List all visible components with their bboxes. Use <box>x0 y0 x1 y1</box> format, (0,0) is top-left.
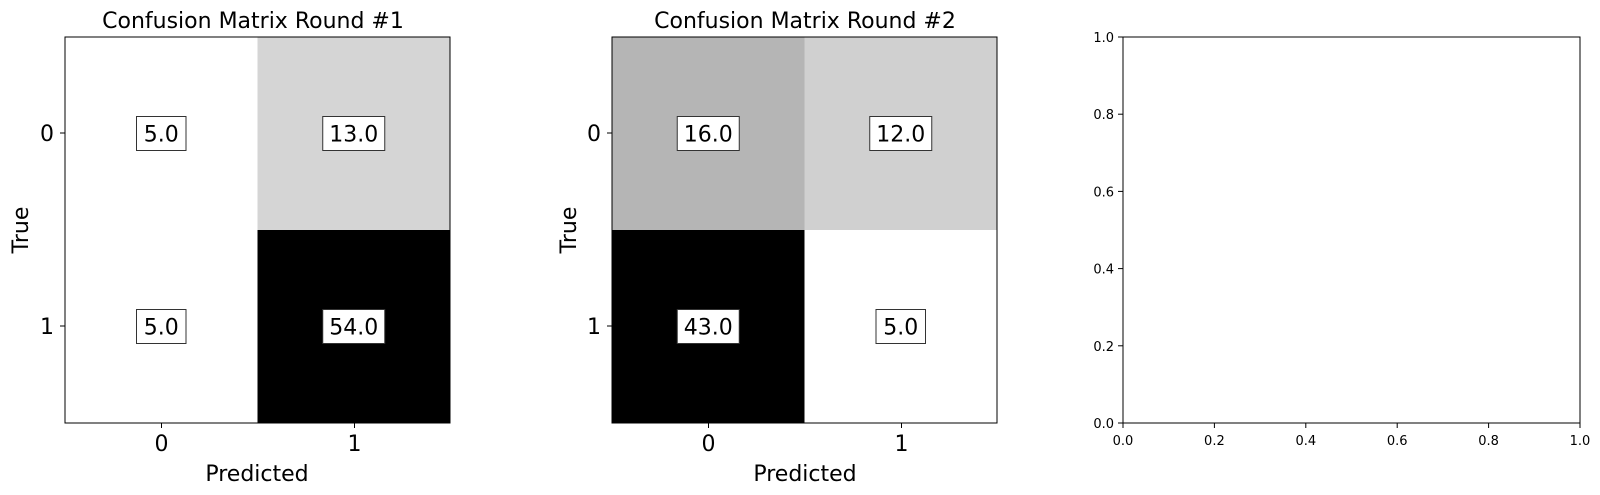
y-tick-label-2-0: 0 <box>587 122 601 147</box>
x-tick-label-1-1: 1 <box>348 432 362 457</box>
y-tick-label-3-1: 0.2 <box>1093 340 1114 355</box>
heatmap-cells-2: 16.0 12.0 43.0 5.0 <box>612 37 997 423</box>
y-tick-label-1-0: 0 <box>40 122 54 147</box>
axis-ticks-3: 0.0 0.2 0.4 0.6 0.8 1.0 0.0 0.2 0.4 0.6 0.8 1.0 <box>1093 31 1590 449</box>
y-tick-label-1-1: 1 <box>40 315 54 340</box>
cell-value-box-1-0-0 <box>136 116 187 151</box>
y-tick-label-3-4: 0.8 <box>1093 108 1114 123</box>
x-axis-label-1: Predicted <box>205 462 308 487</box>
y-tick-label-3-5: 1.0 <box>1093 31 1114 46</box>
cell-value-2-0-0: 16.0 <box>684 123 733 148</box>
confusion-matrix-round-2: Confusion Matrix Round #2 16.0 12.0 43.0 5.… <box>557 9 998 487</box>
cell-value-box-1-1-1 <box>322 309 386 344</box>
y-axis-label-2: True <box>557 207 582 255</box>
empty-axes-panel: 0.0 0.2 0.4 0.6 0.8 1.0 0.0 0.2 0.4 0.6 0.8 1.0 <box>1093 31 1590 449</box>
cell-value-1-1-0: 5.0 <box>144 316 179 341</box>
chart-title-2: Confusion Matrix Round #2 <box>654 9 956 34</box>
cell-value-2-1-1: 5.0 <box>883 316 918 341</box>
plot-frame-2 <box>611 36 998 424</box>
cell-value-1-0-1: 13.0 <box>329 123 378 148</box>
cell-value-1-1-1: 54.0 <box>329 316 378 341</box>
x-tick-label-3-5: 1.0 <box>1570 434 1591 449</box>
cell-value-2-0-1: 12.0 <box>876 123 925 148</box>
plot-frame-3 <box>1122 36 1581 424</box>
x-tick-label-2-1: 1 <box>895 432 909 457</box>
cell-value-box-2-0-1 <box>869 116 933 151</box>
x-axis-label-2: Predicted <box>753 462 856 487</box>
y-tick-label-3-0: 0.0 <box>1093 417 1114 432</box>
y-tick-label-2-1: 1 <box>587 315 601 340</box>
cell-value-box-2-1-0 <box>676 309 740 344</box>
x-tick-label-3-0: 0.0 <box>1113 434 1134 449</box>
x-tick-label-2-0: 0 <box>702 432 716 457</box>
x-tick-label-3-4: 0.8 <box>1478 434 1499 449</box>
y-tick-label-3-2: 0.4 <box>1093 263 1114 278</box>
heatmap-cells-1: 5.0 13.0 5.0 54.0 <box>65 37 450 423</box>
x-tick-label-3-3: 0.6 <box>1387 434 1408 449</box>
cell-value-box-1-0-1 <box>322 116 386 151</box>
x-tick-label-1-0: 0 <box>155 432 169 457</box>
cell-value-2-1-0: 43.0 <box>684 316 733 341</box>
confusion-matrix-round-1: Confusion Matrix Round #1 5.0 13.0 5.0 54.0… <box>9 9 451 487</box>
x-tick-label-3-2: 0.4 <box>1295 434 1316 449</box>
y-tick-label-3-3: 0.6 <box>1093 185 1114 200</box>
x-tick-label-3-1: 0.2 <box>1204 434 1225 449</box>
cell-value-box-2-1-1 <box>875 309 926 344</box>
chart-title-1: Confusion Matrix Round #1 <box>102 9 404 34</box>
y-axis-label-1: True <box>9 207 34 255</box>
cell-value-1-0-0: 5.0 <box>144 123 179 148</box>
cell-value-box-1-1-0 <box>136 309 187 344</box>
cell-value-box-2-0-0 <box>676 116 740 151</box>
plot-frame-1 <box>64 36 451 424</box>
